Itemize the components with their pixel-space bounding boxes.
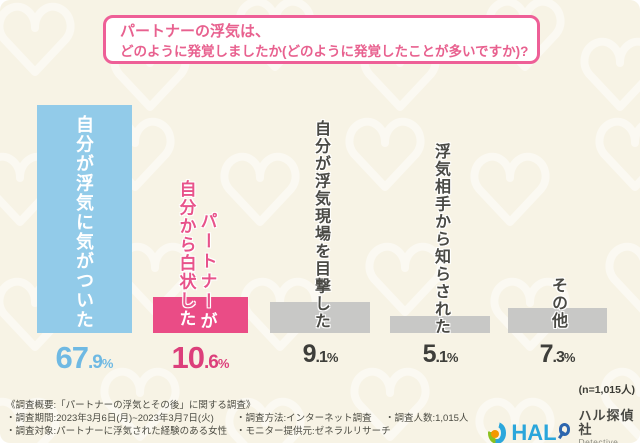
bar-label-noticed-myself: 自分が浮気に気がついた (74, 115, 94, 330)
hal-detective-agency-logo: HAL ハル探偵社 Detective Agency (488, 408, 640, 443)
title-box: パートナーの浮気は、 どのように発覚しましたか(どのように発覚したことが多いです… (103, 15, 540, 64)
title-line-2: どのように発覚しましたか(どのように発覚したことが多いですか)? (120, 44, 529, 59)
value-unit: % (101, 356, 114, 371)
bar-label-witnessed-scene: 自分が浮気現場を目撃した (312, 120, 329, 330)
survey-method: ・調査方法:インターネット調査 (236, 413, 372, 424)
bar-other (508, 308, 607, 333)
agency-name-jp: ハル探偵社 (578, 408, 635, 438)
value-unit: % (326, 350, 339, 365)
value-frac: .6 (204, 352, 219, 373)
title-line-1: パートナーの浮気は、 (120, 23, 271, 40)
bar-label-partner-confessed-col2: 自分から白状した (174, 180, 199, 328)
survey-method-block: ・調査方法:インターネット調査 ・モニター提供元:ゼネラルリサーチ (236, 412, 391, 438)
value-frac: .1 (315, 349, 328, 366)
bar-label-other: その他 (549, 277, 566, 330)
bar-label-partner-confessed-col1: パートナーが (195, 212, 220, 332)
value-frac: .9 (88, 352, 103, 373)
bar-partner-confessed (153, 297, 248, 333)
value-int: 67 (55, 340, 89, 375)
survey-monitor-provider: ・モニター提供元:ゼネラルリサーチ (236, 426, 391, 437)
survey-overview-heading: 《調査概要:「パートナーの浮気とその後」に関する調査》 (6, 400, 256, 411)
hal-logo-text: HAL (511, 419, 557, 443)
magnifier-icon (558, 423, 571, 437)
label-text-on-bar: た (176, 309, 196, 329)
value-partner-confessed: 10.6% (145, 340, 255, 376)
bar-witnessed-scene (270, 302, 370, 333)
value-int: 10 (171, 340, 205, 375)
value-witnessed-scene: 9.1% (265, 340, 375, 369)
bar-label-told-by-affair-partner: 浮気相手から知らされた (432, 143, 449, 336)
hal-logo-emblem-icon (488, 421, 507, 443)
label-text: 自分から白状し (176, 180, 196, 310)
value-unit: % (217, 356, 230, 371)
survey-target: ・調査対象:パートナーに浮気された経験のある女性 (6, 426, 228, 437)
sample-size-label: (n=1,015人) (578, 384, 635, 396)
value-frac: .1 (435, 349, 448, 366)
value-int: 5 (422, 340, 437, 368)
value-unit: % (446, 350, 459, 365)
bar-told-by-affair-partner (390, 316, 490, 333)
agency-name: ハル探偵社 Detective Agency (578, 408, 640, 443)
label-text: パートナー (197, 212, 217, 312)
value-frac: .3 (552, 349, 565, 366)
survey-count: ・調査人数:1,015人 (385, 413, 469, 424)
survey-count-block: ・調査人数:1,015人 (385, 412, 468, 425)
bar-noticed-myself (37, 105, 132, 333)
value-int: 7 (539, 340, 554, 368)
value-int: 9 (302, 340, 317, 368)
survey-overview: 《調査概要:「パートナーの浮気とその後」に関する調査》 ・調査期間:2023年3… (6, 399, 255, 438)
value-told-by-affair-partner: 5.1% (385, 340, 495, 369)
value-unit: % (563, 350, 576, 365)
value-noticed-myself: 67.9% (29, 340, 139, 376)
value-other: 7.3% (502, 340, 612, 369)
label-text-on-bar: が (197, 312, 217, 332)
survey-period: ・調査期間:2023年3月6日(月)~2023年3月7日(火) (6, 413, 214, 424)
agency-name-en: Detective Agency (578, 436, 619, 443)
